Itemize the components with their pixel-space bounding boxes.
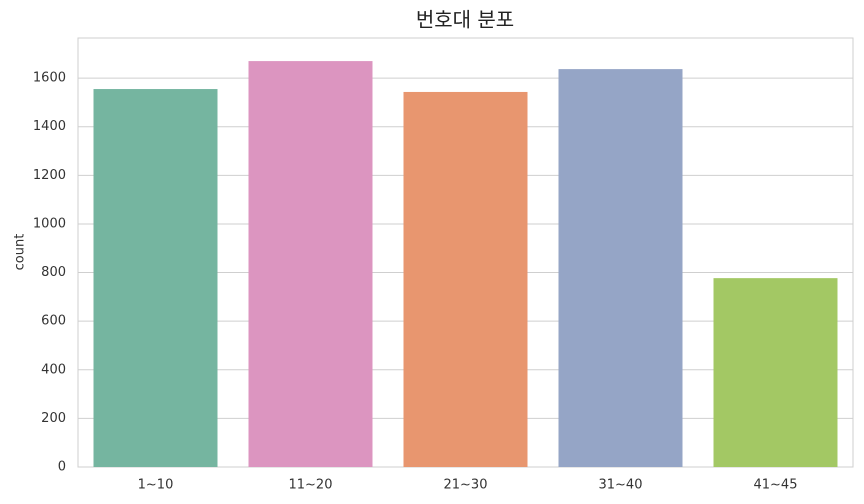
y-tick-label: 1200: [33, 168, 66, 183]
chart-title: 번호대 분포: [416, 8, 514, 32]
bar: [93, 89, 218, 468]
y-tick-label: 400: [41, 362, 66, 377]
x-tick-label: 11~20: [289, 478, 333, 493]
x-tick-label: 1~10: [138, 478, 174, 493]
bar: [403, 91, 528, 468]
y-tick-label: 600: [41, 314, 66, 329]
y-axis-label: count: [13, 234, 28, 271]
y-tick-label: 1400: [33, 119, 66, 134]
y-tick-label: 200: [41, 411, 66, 426]
y-tick-label: 1600: [33, 71, 66, 86]
bar: [248, 61, 373, 468]
y-tick-label: 0: [58, 460, 66, 475]
x-tick-label: 21~30: [444, 478, 488, 493]
bar: [558, 69, 683, 467]
bar: [713, 278, 838, 467]
y-tick-label: 1000: [33, 216, 66, 231]
x-tick-label: 31~40: [599, 478, 643, 493]
x-tick-label: 41~45: [754, 478, 798, 493]
y-tick-label: 800: [41, 265, 66, 280]
